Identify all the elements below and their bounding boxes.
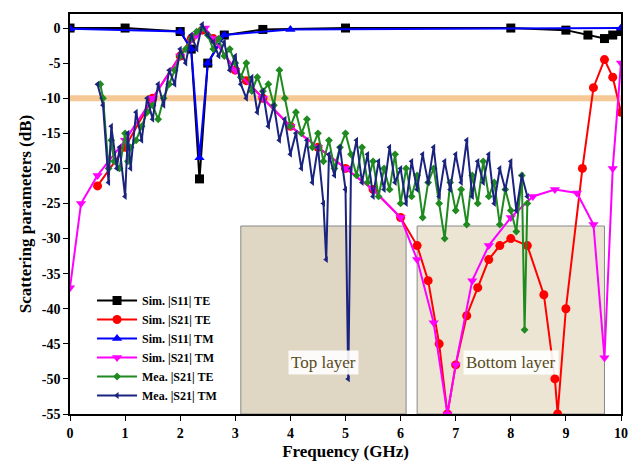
svg-text:4: 4 [287,426,294,441]
svg-text:Sim. |S11| TM: Sim. |S11| TM [142,332,213,346]
svg-text:0: 0 [67,426,74,441]
svg-text:5: 5 [342,426,349,441]
svg-text:-10: -10 [42,91,61,106]
svg-text:Sim. |S21| TM: Sim. |S21| TM [142,351,214,365]
svg-text:1: 1 [122,426,129,441]
svg-text:Sim. |S11| TE: Sim. |S11| TE [142,294,210,308]
svg-text:-50: -50 [42,372,61,387]
svg-text:Mea. |S21| TE: Mea. |S21| TE [142,370,213,384]
svg-text:-40: -40 [42,302,61,317]
svg-text:Sim. |S21| TE: Sim. |S21| TE [142,313,211,327]
svg-text:-25: -25 [42,196,61,211]
svg-text:2: 2 [177,426,184,441]
svg-text:-20: -20 [42,161,61,176]
svg-text:-35: -35 [42,267,61,282]
svg-text:10: 10 [614,426,628,441]
svg-text:3: 3 [232,426,239,441]
svg-text:Bottom layer: Bottom layer [466,353,556,372]
svg-text:Scattering parameters (dB): Scattering parameters (dB) [16,115,35,313]
svg-text:Mea. |S21| TM: Mea. |S21| TM [142,389,217,403]
svg-text:7: 7 [452,426,459,441]
svg-text:-55: -55 [42,407,61,422]
svg-text:Frequency (GHz): Frequency (GHz) [282,442,409,461]
svg-text:-5: -5 [49,56,61,71]
svg-text:0: 0 [53,21,60,36]
svg-text:6: 6 [397,426,404,441]
svg-text:9: 9 [562,426,569,441]
svg-text:Top layer: Top layer [291,353,356,372]
svg-text:-45: -45 [42,337,61,352]
svg-text:8: 8 [507,426,514,441]
svg-text:-15: -15 [42,126,61,141]
svg-text:-30: -30 [42,231,61,246]
